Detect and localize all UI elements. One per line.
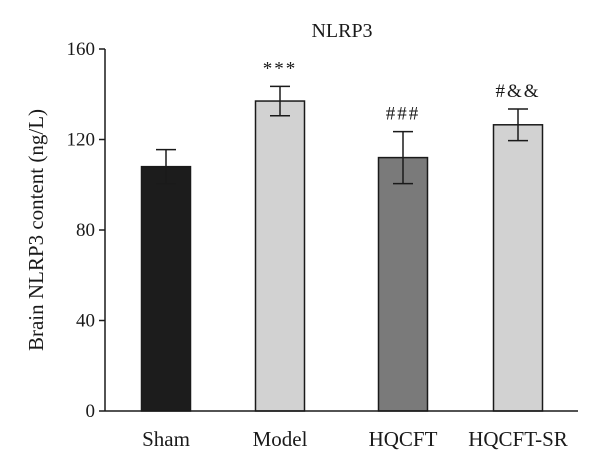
bar-model (254, 100, 306, 412)
bar-hqcft-sr (492, 124, 544, 412)
y-tick-label: 120 (67, 130, 96, 151)
bar-hqcft (377, 156, 429, 412)
y-tick-label: 40 (76, 311, 95, 332)
significance-label: #&& (495, 81, 540, 102)
x-tick-label: Sham (142, 427, 190, 451)
plot-area: Sham *** Model ### HQCFT #&& HQCFT-SR 0 40 80 120 1… (67, 39, 578, 451)
x-tick-label: HQCFT (369, 427, 438, 451)
x-tick-label: HQCFT-SR (468, 427, 568, 451)
y-axis-label: Brain NLRP3 content (ng/L) (24, 109, 48, 351)
chart-title: NLRP3 (311, 20, 372, 42)
significance-label: ### (386, 104, 421, 125)
y-tick-label: 0 (86, 401, 96, 422)
bar-sham (140, 165, 192, 412)
x-tick-label: Model (253, 427, 308, 451)
significance-label: *** (263, 58, 298, 79)
y-tick-label: 160 (67, 39, 96, 60)
y-tick-label: 80 (76, 220, 95, 241)
